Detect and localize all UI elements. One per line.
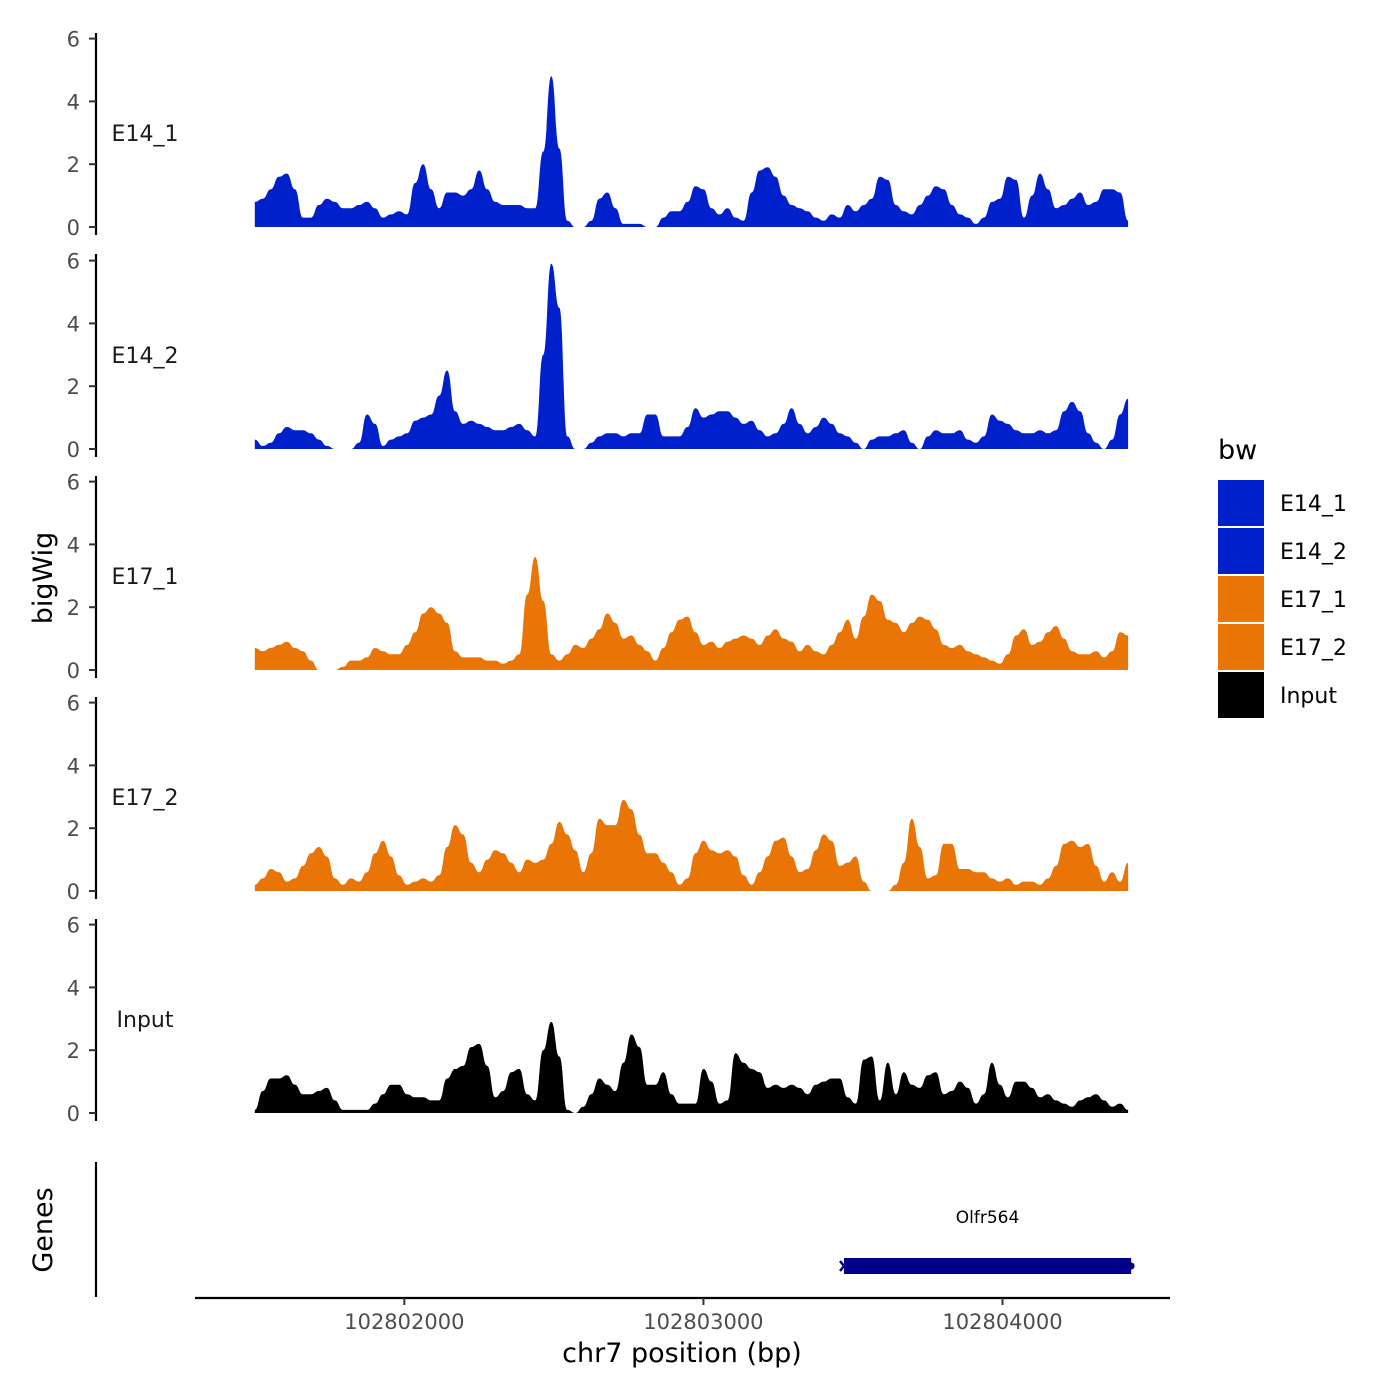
track-Input: 0 2 4 6 Input bbox=[67, 914, 1129, 1126]
legend-label: E14_1 bbox=[1280, 492, 1347, 517]
legend-item: E14_1 bbox=[1218, 480, 1347, 526]
y-tick-label: 0 bbox=[67, 880, 80, 904]
track-label: E14_1 bbox=[112, 122, 179, 147]
gene-start-marker bbox=[839, 1260, 849, 1272]
genes-panel: Genes Olfr564 bbox=[28, 1162, 1135, 1297]
legend-item: Input bbox=[1218, 672, 1337, 718]
y-tick-label: 2 bbox=[67, 596, 80, 620]
y-tick-label: 6 bbox=[67, 250, 80, 274]
x-tick-label: 102802000 bbox=[344, 1310, 464, 1334]
track-E14_1: 0 2 4 6 E14_1 bbox=[67, 28, 1129, 240]
y-tick-label: 0 bbox=[67, 1102, 80, 1126]
y-tick-label: 0 bbox=[67, 659, 80, 683]
y-tick-label: 2 bbox=[67, 153, 80, 177]
legend-swatch bbox=[1218, 528, 1264, 574]
legend-swatch bbox=[1218, 480, 1264, 526]
genes-track-title: Genes bbox=[28, 1187, 59, 1272]
y-axis-title: bigWig bbox=[28, 532, 59, 625]
legend-label: Input bbox=[1280, 684, 1337, 709]
track-label: E17_1 bbox=[112, 565, 179, 590]
coverage-area-Input bbox=[254, 1021, 1129, 1113]
x-axis: 102802000 102803000 102804000 chr7 positio… bbox=[195, 1296, 1170, 1369]
x-axis-title: chr7 position (bp) bbox=[562, 1338, 802, 1369]
track-E17_2: 0 2 4 6 E17_2 bbox=[67, 692, 1129, 904]
coverage-area-E14_1 bbox=[254, 76, 1129, 227]
gene-marks: Olfr564 bbox=[839, 1208, 1135, 1274]
x-ticks: 102802000 102803000 102804000 bbox=[344, 1298, 1063, 1334]
track-label: Input bbox=[117, 1008, 174, 1033]
y-tick-label: 6 bbox=[67, 692, 80, 716]
y-tick-label: 6 bbox=[67, 28, 80, 52]
coverage-area-E17_1 bbox=[254, 557, 1129, 670]
y-tick-label: 4 bbox=[67, 312, 80, 336]
track-label: E14_2 bbox=[112, 344, 179, 369]
track-E14_2: 0 2 4 6 E14_2 bbox=[67, 250, 1129, 462]
legend-item: E17_2 bbox=[1218, 624, 1347, 670]
y-tick-label: 6 bbox=[67, 914, 80, 938]
y-tick-label: 0 bbox=[67, 438, 80, 462]
x-tick-label: 102804000 bbox=[942, 1310, 1062, 1334]
legend-title: bw bbox=[1218, 435, 1257, 466]
track-panels: 0 2 4 6 E14_1 0 2 4 6 E14_2 0 2 4 6 E17_1 0 2 4 6 E17_2 0 2 4 6… bbox=[67, 28, 1129, 1126]
legend-item: E14_2 bbox=[1218, 528, 1347, 574]
legend-item: E17_1 bbox=[1218, 576, 1347, 622]
legend-label: E17_2 bbox=[1280, 636, 1347, 661]
track-E17_1: 0 2 4 6 E17_1 bbox=[67, 471, 1129, 683]
y-tick-label: 4 bbox=[67, 754, 80, 778]
track-label: E17_2 bbox=[112, 786, 179, 811]
x-tick-label: 102803000 bbox=[643, 1310, 763, 1334]
legend-swatch bbox=[1218, 624, 1264, 670]
legend-swatch bbox=[1218, 672, 1264, 718]
gene-label: Olfr564 bbox=[956, 1208, 1020, 1228]
gene-end-marker bbox=[1127, 1262, 1135, 1270]
legend-label: E14_2 bbox=[1280, 540, 1347, 565]
coverage-area-E17_2 bbox=[254, 799, 1129, 891]
y-tick-label: 4 bbox=[67, 90, 80, 114]
y-tick-label: 2 bbox=[67, 817, 80, 841]
y-tick-label: 6 bbox=[67, 471, 80, 495]
legend-items: E14_1 E14_2 E17_1 E17_2 Input bbox=[1218, 480, 1347, 718]
y-tick-label: 4 bbox=[67, 533, 80, 557]
y-tick-label: 4 bbox=[67, 976, 80, 1000]
y-tick-label: 2 bbox=[67, 1039, 80, 1063]
legend: bw E14_1 E14_2 E17_1 E17_2 Input bbox=[1218, 435, 1347, 718]
y-tick-label: 2 bbox=[67, 375, 80, 399]
legend-swatch bbox=[1218, 576, 1264, 622]
y-tick-label: 0 bbox=[67, 216, 80, 240]
gene-body bbox=[844, 1258, 1132, 1274]
coverage-area-E14_2 bbox=[254, 263, 1129, 449]
legend-label: E17_1 bbox=[1280, 588, 1347, 613]
